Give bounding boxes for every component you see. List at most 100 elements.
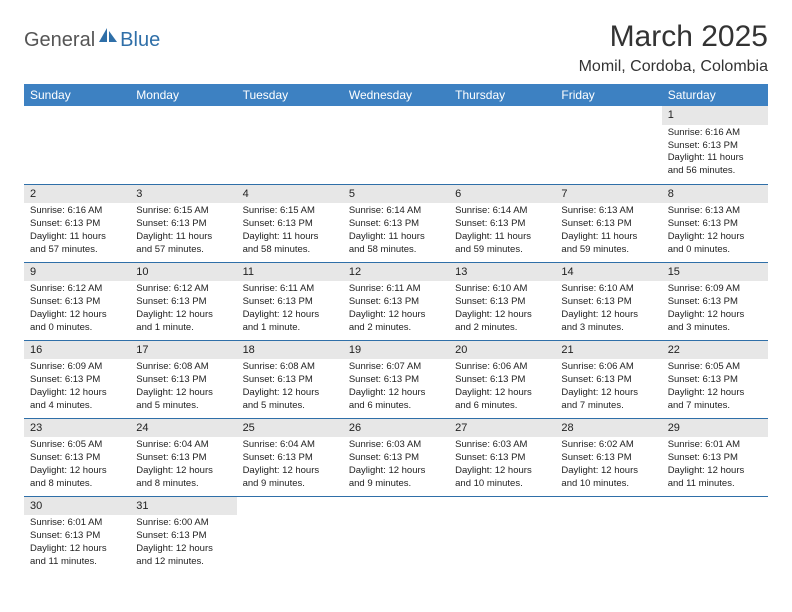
calendar-cell (237, 106, 343, 184)
daylight-text: Daylight: 12 hours and 8 minutes. (30, 465, 124, 491)
day-number: 15 (662, 263, 768, 282)
calendar-cell (24, 106, 130, 184)
day-number: 24 (130, 419, 236, 438)
location: Momil, Cordoba, Colombia (579, 58, 768, 76)
sunrise-text: Sunrise: 6:06 AM (561, 361, 655, 374)
sunset-text: Sunset: 6:13 PM (30, 374, 124, 387)
calendar-cell: 30Sunrise: 6:01 AMSunset: 6:13 PMDayligh… (24, 496, 130, 574)
daylight-text: Daylight: 12 hours and 7 minutes. (668, 387, 762, 413)
daylight-text: Daylight: 12 hours and 3 minutes. (561, 309, 655, 335)
sunrise-text: Sunrise: 6:16 AM (668, 127, 762, 140)
sunrise-text: Sunrise: 6:12 AM (136, 283, 230, 296)
sunset-text: Sunset: 6:13 PM (668, 218, 762, 231)
sunset-text: Sunset: 6:13 PM (455, 296, 549, 309)
day-number: 2 (24, 185, 130, 204)
calendar-cell (555, 106, 661, 184)
sunset-text: Sunset: 6:13 PM (243, 452, 337, 465)
sunset-text: Sunset: 6:13 PM (30, 452, 124, 465)
calendar-cell: 24Sunrise: 6:04 AMSunset: 6:13 PMDayligh… (130, 418, 236, 496)
sunrise-text: Sunrise: 6:11 AM (243, 283, 337, 296)
calendar-cell: 26Sunrise: 6:03 AMSunset: 6:13 PMDayligh… (343, 418, 449, 496)
daylight-text: Daylight: 11 hours and 58 minutes. (349, 231, 443, 257)
sunset-text: Sunset: 6:13 PM (243, 374, 337, 387)
calendar-cell: 4Sunrise: 6:15 AMSunset: 6:13 PMDaylight… (237, 184, 343, 262)
calendar-cell: 3Sunrise: 6:15 AMSunset: 6:13 PMDaylight… (130, 184, 236, 262)
day-number: 1 (662, 106, 768, 125)
sunrise-text: Sunrise: 6:03 AM (455, 439, 549, 452)
sunrise-text: Sunrise: 6:10 AM (455, 283, 549, 296)
calendar-week-row: 23Sunrise: 6:05 AMSunset: 6:13 PMDayligh… (24, 418, 768, 496)
calendar-week-row: 1Sunrise: 6:16 AMSunset: 6:13 PMDaylight… (24, 106, 768, 184)
calendar-cell (343, 496, 449, 574)
sunset-text: Sunset: 6:13 PM (136, 530, 230, 543)
daylight-text: Daylight: 11 hours and 56 minutes. (668, 152, 762, 178)
sunrise-text: Sunrise: 6:04 AM (243, 439, 337, 452)
calendar-cell: 25Sunrise: 6:04 AMSunset: 6:13 PMDayligh… (237, 418, 343, 496)
sunset-text: Sunset: 6:13 PM (136, 374, 230, 387)
daylight-text: Daylight: 12 hours and 7 minutes. (561, 387, 655, 413)
calendar-cell: 9Sunrise: 6:12 AMSunset: 6:13 PMDaylight… (24, 262, 130, 340)
daylight-text: Daylight: 12 hours and 0 minutes. (668, 231, 762, 257)
daylight-text: Daylight: 12 hours and 9 minutes. (243, 465, 337, 491)
calendar-cell: 5Sunrise: 6:14 AMSunset: 6:13 PMDaylight… (343, 184, 449, 262)
daylight-text: Daylight: 12 hours and 10 minutes. (561, 465, 655, 491)
daylight-text: Daylight: 12 hours and 8 minutes. (136, 465, 230, 491)
daylight-text: Daylight: 12 hours and 6 minutes. (455, 387, 549, 413)
day-number: 25 (237, 419, 343, 438)
sunrise-text: Sunrise: 6:05 AM (668, 361, 762, 374)
calendar-cell: 2Sunrise: 6:16 AMSunset: 6:13 PMDaylight… (24, 184, 130, 262)
sunrise-text: Sunrise: 6:04 AM (136, 439, 230, 452)
logo-sail-icon (97, 26, 119, 49)
day-number: 13 (449, 263, 555, 282)
weekday-header: Wednesday (343, 84, 449, 106)
sunset-text: Sunset: 6:13 PM (349, 218, 443, 231)
sunset-text: Sunset: 6:13 PM (668, 452, 762, 465)
calendar-cell: 31Sunrise: 6:00 AMSunset: 6:13 PMDayligh… (130, 496, 236, 574)
calendar-cell (343, 106, 449, 184)
day-number: 20 (449, 341, 555, 360)
daylight-text: Daylight: 11 hours and 57 minutes. (136, 231, 230, 257)
calendar-cell: 11Sunrise: 6:11 AMSunset: 6:13 PMDayligh… (237, 262, 343, 340)
calendar-cell: 10Sunrise: 6:12 AMSunset: 6:13 PMDayligh… (130, 262, 236, 340)
day-number: 26 (343, 419, 449, 438)
month-title: March 2025 (579, 20, 768, 54)
sunset-text: Sunset: 6:13 PM (455, 374, 549, 387)
sunset-text: Sunset: 6:13 PM (561, 296, 655, 309)
calendar-cell: 27Sunrise: 6:03 AMSunset: 6:13 PMDayligh… (449, 418, 555, 496)
daylight-text: Daylight: 12 hours and 9 minutes. (349, 465, 443, 491)
day-number: 18 (237, 341, 343, 360)
sunset-text: Sunset: 6:13 PM (136, 296, 230, 309)
sunrise-text: Sunrise: 6:07 AM (349, 361, 443, 374)
calendar-cell (449, 106, 555, 184)
daylight-text: Daylight: 12 hours and 1 minute. (136, 309, 230, 335)
day-number: 29 (662, 419, 768, 438)
sunrise-text: Sunrise: 6:03 AM (349, 439, 443, 452)
calendar-cell: 19Sunrise: 6:07 AMSunset: 6:13 PMDayligh… (343, 340, 449, 418)
header: General Blue March 2025 Momil, Cordoba, … (24, 20, 768, 76)
calendar-cell (237, 496, 343, 574)
calendar-cell: 8Sunrise: 6:13 AMSunset: 6:13 PMDaylight… (662, 184, 768, 262)
calendar-cell: 7Sunrise: 6:13 AMSunset: 6:13 PMDaylight… (555, 184, 661, 262)
calendar-table: Sunday Monday Tuesday Wednesday Thursday… (24, 84, 768, 574)
sunset-text: Sunset: 6:13 PM (136, 218, 230, 231)
weekday-header-row: Sunday Monday Tuesday Wednesday Thursday… (24, 84, 768, 106)
daylight-text: Daylight: 12 hours and 12 minutes. (136, 543, 230, 569)
sunset-text: Sunset: 6:13 PM (30, 296, 124, 309)
day-number: 22 (662, 341, 768, 360)
calendar-week-row: 2Sunrise: 6:16 AMSunset: 6:13 PMDaylight… (24, 184, 768, 262)
daylight-text: Daylight: 12 hours and 2 minutes. (349, 309, 443, 335)
daylight-text: Daylight: 11 hours and 57 minutes. (30, 231, 124, 257)
sunrise-text: Sunrise: 6:09 AM (668, 283, 762, 296)
sunrise-text: Sunrise: 6:08 AM (136, 361, 230, 374)
day-number: 7 (555, 185, 661, 204)
daylight-text: Daylight: 12 hours and 10 minutes. (455, 465, 549, 491)
weekday-header: Saturday (662, 84, 768, 106)
daylight-text: Daylight: 12 hours and 2 minutes. (455, 309, 549, 335)
day-number: 23 (24, 419, 130, 438)
sunset-text: Sunset: 6:13 PM (561, 452, 655, 465)
weekday-header: Sunday (24, 84, 130, 106)
sunrise-text: Sunrise: 6:01 AM (668, 439, 762, 452)
sunset-text: Sunset: 6:13 PM (668, 296, 762, 309)
sunset-text: Sunset: 6:13 PM (349, 374, 443, 387)
sunset-text: Sunset: 6:13 PM (349, 296, 443, 309)
